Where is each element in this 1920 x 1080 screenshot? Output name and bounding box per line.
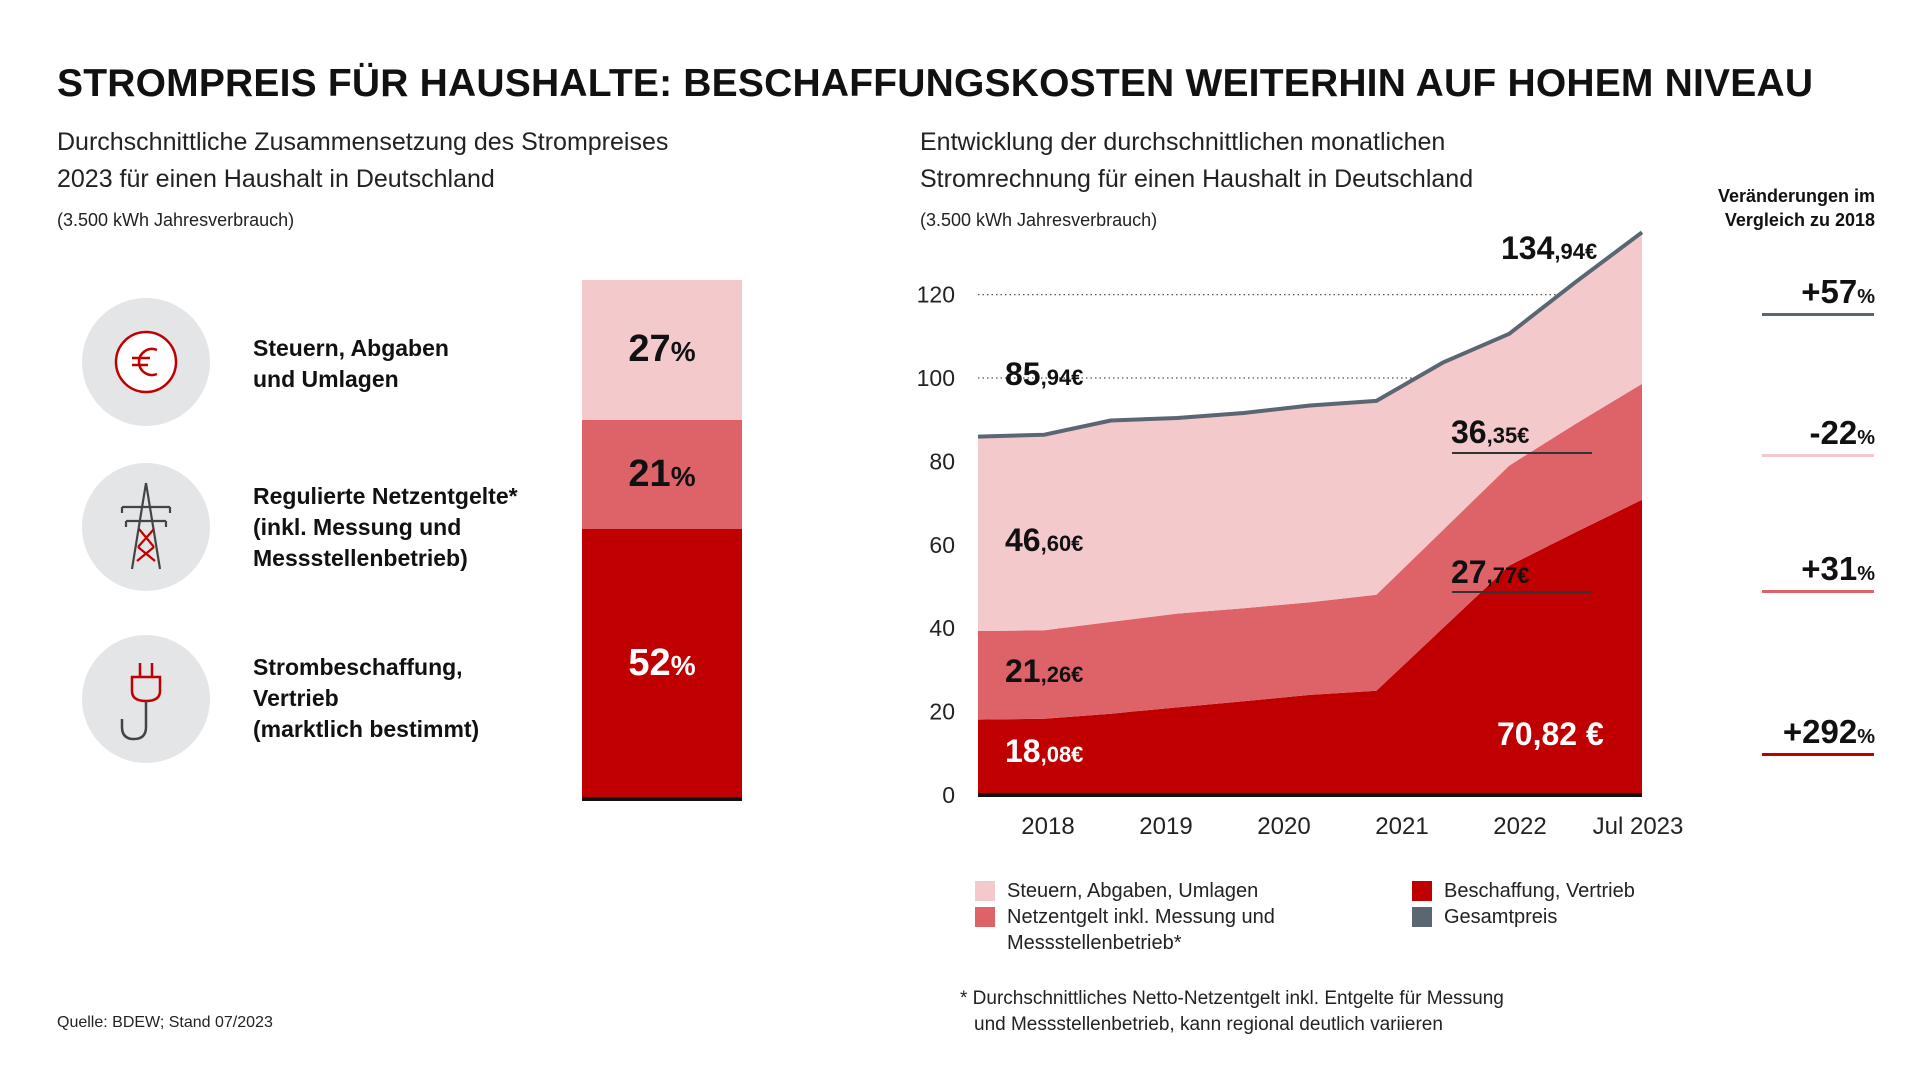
category-procurement-line2: Vertrieb [253, 685, 339, 711]
y-tick-label: 60 [929, 532, 955, 558]
category-procurement-line3: (marktlich bestimmt) [253, 716, 480, 742]
right-consumption-note: (3.500 kWh Jahresverbrauch) [920, 210, 1158, 230]
category-grid-line1: Regulierte Netzentgelte* [253, 483, 518, 509]
grid-icon-circle [82, 463, 210, 591]
annotation-taxes-2023: 36,35€ [1451, 414, 1530, 450]
footnote: * Durchschnittliches Netto-Netzentgelt i… [960, 986, 1504, 1038]
x-tick-label: 2021 [1375, 813, 1428, 840]
area-series-0 [978, 499, 1642, 795]
legend-swatch-total [1412, 907, 1432, 927]
bar-segment-taxes-label: 27% [628, 328, 696, 371]
category-taxes-line2: und Umlagen [253, 366, 399, 392]
annotation-underline-taxes [1452, 452, 1592, 454]
left-subtitle-line2: 2023 für einen Haushalt in Deutschland [57, 165, 495, 193]
left-subtitle: Durchschnittliche Zusammensetzung des St… [57, 124, 668, 198]
bar-baseline [582, 797, 742, 801]
legend-item-total: Gesamtpreis [1412, 904, 1635, 930]
annotation-grid-2018: 21,26€ [1005, 653, 1084, 689]
y-tick-label: 40 [929, 615, 955, 641]
main-title: STROMPREIS FÜR HAUSHALTE: BESCHAFFUNGSKO… [57, 62, 1814, 105]
power-pylon-icon [120, 482, 172, 570]
right-subtitle: Entwicklung der durchschnittlichen monat… [920, 124, 1473, 198]
annotation-underline-grid [1452, 591, 1592, 593]
annotation-total-2018: 85,94€ [1005, 356, 1084, 392]
change-grid-line [1762, 590, 1874, 593]
change-total-line [1762, 313, 1874, 316]
category-procurement-label: Strombeschaffung, Vertrieb (marktlich be… [253, 652, 479, 745]
y-tick-label: 80 [929, 448, 955, 474]
euro-icon [114, 330, 178, 394]
x-tick-label: 2020 [1257, 813, 1310, 840]
y-tick-label: 20 [929, 699, 955, 725]
bar-segment-grid-label: 21% [628, 452, 696, 495]
y-tick-label: 0 [942, 782, 955, 808]
procurement-icon-circle [82, 635, 210, 763]
change-procurement-line [1762, 753, 1874, 756]
footnote-line1: * Durchschnittliches Netto-Netzentgelt i… [960, 988, 1504, 1009]
composition-stacked-bar: 27% 21% 52% [582, 280, 742, 798]
x-tick-label: 2019 [1139, 813, 1192, 840]
power-plug-icon [120, 663, 162, 741]
legend-right-column: Beschaffung, Vertrieb Gesamtpreis [1412, 878, 1635, 930]
change-total: +57% [1801, 273, 1875, 310]
bar-segment-taxes: 27% [582, 280, 742, 420]
left-subtitle-line1: Durchschnittliche Zusammensetzung des St… [57, 128, 669, 156]
right-subtitle-line2: Stromrechnung für einen Haushalt in Deut… [920, 165, 1474, 193]
x-tick-label: 2018 [1021, 813, 1074, 840]
legend-item-grid: Netzentgelt inkl. Messung und Messstelle… [975, 904, 1275, 956]
category-grid-line3: Messstellenbetrieb) [253, 545, 468, 571]
bar-segment-grid: 21% [582, 419, 742, 529]
category-taxes-line1: Steuern, Abgaben [253, 335, 449, 361]
x-tick-label: 2022 [1493, 813, 1546, 840]
y-tick-label: 100 [917, 365, 955, 391]
legend-label-procurement: Beschaffung, Vertrieb [1444, 880, 1635, 902]
annotation-total-2023: 134,94€ [1501, 230, 1598, 266]
left-consumption-note: (3.500 kWh Jahresverbrauch) [57, 210, 295, 230]
area-series-2 [978, 232, 1642, 632]
bar-segment-procurement-label: 52% [628, 641, 696, 684]
y-tick-label: 120 [917, 282, 955, 308]
legend-item-taxes: Steuern, Abgaben, Umlagen [975, 878, 1275, 904]
category-procurement-line1: Strombeschaffung, [253, 654, 463, 680]
change-taxes-line [1762, 454, 1874, 457]
category-grid-line2: (inkl. Messung und [253, 514, 462, 540]
legend-label-grid: Netzentgelt inkl. Messung und Messstelle… [1007, 906, 1275, 954]
changes-header-line1: Veränderungen im [1717, 186, 1875, 206]
changes-header: Veränderungen im Vergleich zu 2018 [1690, 184, 1875, 232]
legend-label-total: Gesamtpreis [1444, 906, 1558, 928]
change-taxes: -22% [1809, 414, 1876, 451]
category-grid-label: Regulierte Netzentgelte* (inkl. Messung … [253, 481, 518, 574]
legend-label-taxes: Steuern, Abgaben, Umlagen [1007, 880, 1259, 902]
right-subtitle-line1: Entwicklung der durchschnittlichen monat… [920, 128, 1446, 156]
change-procurement: +292% [1782, 713, 1875, 750]
area-series-1 [978, 383, 1642, 720]
bar-segment-procurement: 52% [582, 528, 742, 798]
footnote-line2: und Messstellenbetrieb, kann regional de… [974, 1014, 1443, 1035]
legend-item-procurement: Beschaffung, Vertrieb [1412, 878, 1635, 904]
taxes-icon-circle [82, 298, 210, 426]
annotation-taxes-2018: 46,60€ [1005, 522, 1084, 558]
legend-swatch-taxes [975, 881, 995, 901]
annotation-procurement-2023: 70,82 € [1497, 716, 1604, 752]
legend-swatch-grid [975, 907, 995, 927]
x-tick-label: Jul 2023 [1593, 813, 1684, 840]
legend-swatch-procurement [1412, 881, 1432, 901]
change-grid: +31% [1801, 550, 1875, 587]
source-note: Quelle: BDEW; Stand 07/2023 [57, 1014, 273, 1031]
annotation-procurement-2018: 18,08€ [1005, 733, 1084, 769]
annotation-grid-2023: 27,77€ [1451, 554, 1530, 590]
category-taxes-label: Steuern, Abgaben und Umlagen [253, 333, 449, 395]
legend-left-column: Steuern, Abgaben, Umlagen Netzentgelt in… [975, 878, 1275, 956]
total-price-line [977, 230, 1644, 439]
changes-header-line2: Vergleich zu 2018 [1724, 210, 1875, 230]
